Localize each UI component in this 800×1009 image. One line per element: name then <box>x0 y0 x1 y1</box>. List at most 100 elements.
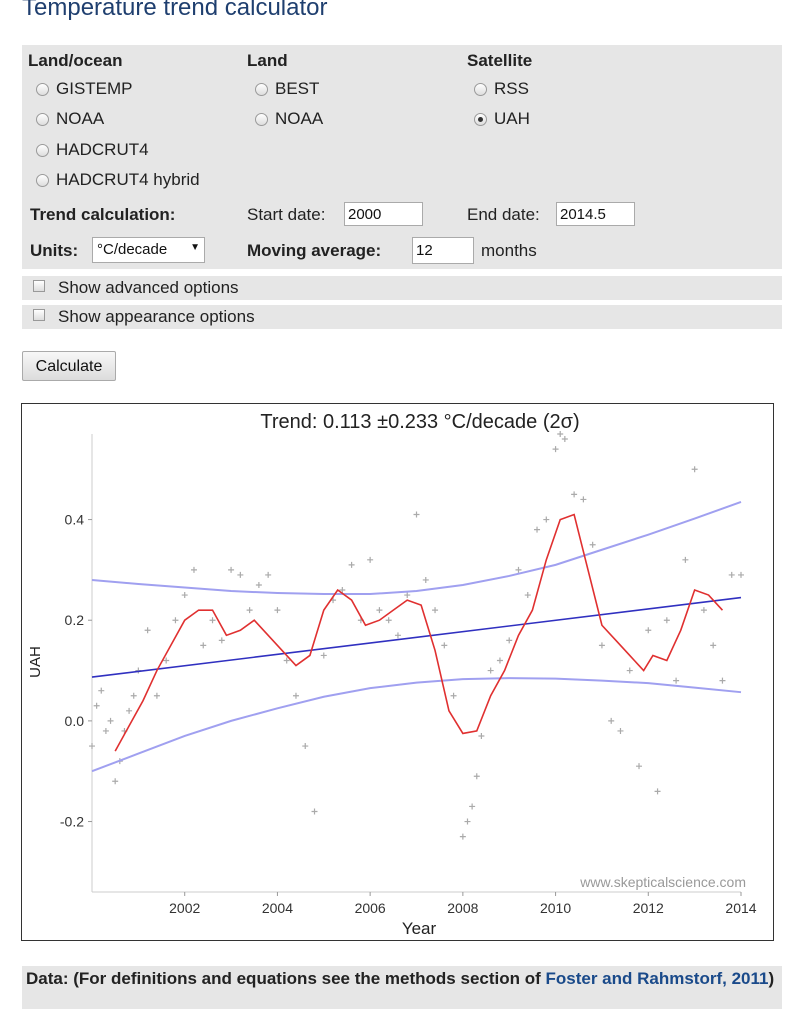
radio-button[interactable] <box>36 82 49 96</box>
radio-best[interactable]: BEST <box>255 79 319 99</box>
monthly-point <box>608 717 615 724</box>
monthly-point <box>557 431 564 437</box>
advanced-options-checkbox[interactable] <box>33 280 45 292</box>
monthly-point <box>422 576 429 583</box>
footer-close: ) <box>768 969 775 988</box>
monthly-point <box>506 637 513 644</box>
monthly-point <box>450 692 457 699</box>
radio-label: NOAA <box>56 109 105 128</box>
monthly-point <box>311 808 318 815</box>
radio-label: HADCRUT4 hybrid <box>56 170 200 189</box>
monthly-point <box>636 763 643 770</box>
x-tick-label: 2012 <box>633 900 664 916</box>
foster-rahmstorf-link[interactable]: Foster and Rahmstorf, 2011 <box>545 969 769 988</box>
group-heading-satellite: Satellite <box>467 51 533 70</box>
options-panel: Land/ocean Land Satellite GISTEMP NOAA H… <box>22 45 782 269</box>
monthly-point <box>255 581 262 588</box>
footer-text: Data: (For definitions and equations see… <box>26 969 546 988</box>
start-date-input[interactable] <box>344 202 423 226</box>
radio-uah[interactable]: UAH <box>474 109 530 129</box>
radio-noaa-land[interactable]: NOAA <box>255 109 323 129</box>
monthly-point <box>441 642 448 649</box>
monthly-point <box>302 743 309 750</box>
appearance-options-checkbox[interactable] <box>33 309 45 321</box>
monthly-point <box>738 571 744 578</box>
advanced-options-bar[interactable]: Show advanced options <box>22 276 782 300</box>
radio-gistemp[interactable]: GISTEMP <box>36 79 133 99</box>
monthly-point <box>181 592 188 599</box>
moving-average-input[interactable] <box>412 237 474 264</box>
monthly-point <box>163 657 170 664</box>
radio-button[interactable] <box>474 82 487 96</box>
end-date-input[interactable] <box>556 202 635 226</box>
monthly-point <box>348 561 355 568</box>
x-tick-label: 2006 <box>355 900 386 916</box>
monthly-point <box>144 627 151 634</box>
radio-rss[interactable]: RSS <box>474 79 529 99</box>
trend-chart: Trend: 0.113 ±0.233 °C/decade (2σ) www.s… <box>21 403 774 941</box>
end-date-label: End date: <box>467 205 540 224</box>
monthly-point <box>89 743 95 750</box>
radio-label: GISTEMP <box>56 79 133 98</box>
radio-hadcrut4-hybrid[interactable]: HADCRUT4 hybrid <box>36 170 200 190</box>
y-tick-label: 0.2 <box>65 612 85 628</box>
data-footer: Data: (For definitions and equations see… <box>22 966 782 1009</box>
x-tick-label: 2010 <box>540 900 571 916</box>
radio-button[interactable] <box>36 143 49 157</box>
monthly-point <box>274 607 281 614</box>
units-value: °C/decade <box>97 241 168 258</box>
monthly-point <box>524 592 531 599</box>
group-heading-land-ocean: Land/ocean <box>28 51 123 70</box>
x-tick-label: 2008 <box>447 900 478 916</box>
x-axis-label: Year <box>402 919 437 938</box>
radio-noaa-landocean[interactable]: NOAA <box>36 109 104 129</box>
monthly-point <box>404 592 411 599</box>
monthly-point <box>153 692 160 699</box>
watermark: www.skepticalscience.com <box>579 874 746 890</box>
page-title: Temperature trend calculator <box>22 0 328 21</box>
x-tick-label: 2004 <box>262 900 293 916</box>
monthly-point <box>367 556 374 563</box>
radio-button[interactable] <box>255 112 268 126</box>
monthly-point <box>673 677 680 684</box>
monthly-point <box>487 667 494 674</box>
monthly-point <box>112 778 119 785</box>
monthly-point <box>413 511 420 518</box>
monthly-point <box>130 692 137 699</box>
monthly-point <box>617 727 624 734</box>
monthly-point <box>432 607 439 614</box>
y-tick-label: 0.4 <box>65 512 85 528</box>
monthly-point <box>218 637 225 644</box>
appearance-options-label: Show appearance options <box>58 307 255 326</box>
monthly-point <box>598 642 605 649</box>
radio-button[interactable] <box>255 82 268 96</box>
dropdown-arrow-icon: ▼ <box>190 242 200 253</box>
radio-button[interactable] <box>36 112 49 126</box>
y-tick-label: 0.0 <box>65 713 85 729</box>
y-tick-label: -0.2 <box>60 814 84 830</box>
months-label: months <box>481 241 537 260</box>
monthly-point <box>580 496 587 503</box>
radio-hadcrut4[interactable]: HADCRUT4 <box>36 140 149 160</box>
y-axis-label: UAH <box>27 646 44 678</box>
monthly-point <box>496 657 503 664</box>
radio-button-selected[interactable] <box>474 112 487 126</box>
monthly-point <box>98 687 105 694</box>
monthly-point <box>107 717 114 724</box>
monthly-point <box>385 617 392 624</box>
monthly-point <box>376 607 383 614</box>
radio-label: RSS <box>494 79 529 98</box>
plot-area: -0.2 0.0 0.2 0.4 2002 2004 2006 2008 2010 2012 201… <box>60 431 757 916</box>
monthly-point <box>478 732 485 739</box>
moving-average-line <box>114 513 724 752</box>
appearance-options-bar[interactable]: Show appearance options <box>22 305 782 329</box>
radio-button[interactable] <box>36 173 49 187</box>
monthly-point <box>459 833 466 840</box>
trend-calculation-label: Trend calculation: <box>30 205 176 224</box>
monthly-point <box>228 566 235 573</box>
x-tick-label: 2002 <box>169 900 200 916</box>
units-select[interactable]: °C/decade ▼ <box>92 237 205 263</box>
monthly-point <box>93 702 100 709</box>
calculate-button[interactable]: Calculate <box>22 351 116 381</box>
monthly-point <box>283 657 290 664</box>
